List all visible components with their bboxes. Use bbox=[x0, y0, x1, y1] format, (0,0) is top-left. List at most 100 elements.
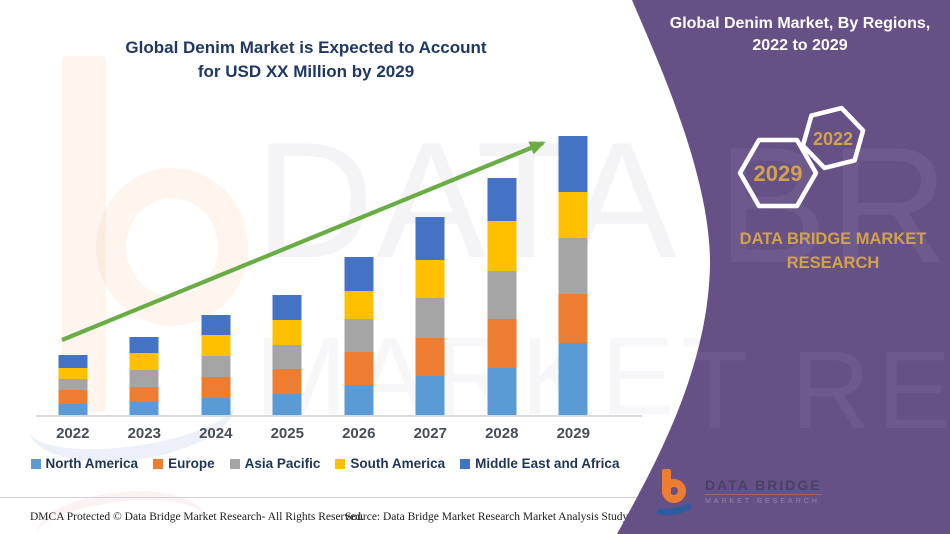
bar-stack bbox=[344, 257, 374, 415]
legend-swatch-icon bbox=[229, 458, 240, 469]
panel-watermark-line2: MARKET RESEARCH bbox=[600, 329, 950, 452]
bar-segment-middle-east-and-africa bbox=[272, 295, 302, 320]
bar-column-2022: 2022 bbox=[37, 135, 109, 442]
bar-stack bbox=[201, 315, 231, 415]
bar-stack bbox=[129, 337, 159, 415]
panel-brand-line1: DATA BRIDGE MARKET bbox=[739, 230, 927, 248]
bar-segment-south-america bbox=[272, 320, 302, 345]
x-axis-label: 2029 bbox=[556, 425, 590, 442]
logo-text: DATA BRIDGE MARKET RESEARCH bbox=[705, 477, 822, 505]
bar-segment-middle-east-and-africa bbox=[415, 217, 445, 260]
legend-item-middle-east-and-africa: Middle East and Africa bbox=[460, 456, 619, 471]
legend-swatch-icon bbox=[30, 458, 41, 469]
legend-label: Europe bbox=[168, 456, 215, 471]
legend-label: South America bbox=[350, 456, 446, 471]
legend-item-europe: Europe bbox=[153, 456, 215, 471]
bar-segment-asia-pacific bbox=[129, 370, 159, 387]
bar-segment-north-america bbox=[558, 343, 588, 415]
bar-stack bbox=[487, 178, 517, 415]
bar-segment-europe bbox=[201, 377, 231, 398]
bar-column-2027: 2027 bbox=[395, 135, 467, 442]
hexagon-2029-icon bbox=[737, 137, 819, 209]
bar-segment-south-america bbox=[558, 192, 588, 238]
legend-label: Middle East and Africa bbox=[475, 456, 620, 471]
bar-segment-north-america bbox=[344, 385, 374, 415]
bar-segment-south-america bbox=[58, 368, 88, 379]
logo-swoosh bbox=[648, 487, 698, 519]
bar-segment-europe bbox=[487, 319, 517, 368]
chart-title: Global Denim Market is Expected to Accou… bbox=[56, 36, 556, 84]
data-bridge-logo-icon bbox=[648, 467, 698, 519]
legend-item-north-america: North America bbox=[30, 456, 139, 471]
bar-segment-north-america bbox=[129, 402, 159, 415]
bar-segment-europe bbox=[558, 294, 588, 343]
bar-segment-asia-pacific bbox=[344, 319, 374, 352]
bar-segment-middle-east-and-africa bbox=[58, 355, 88, 368]
bar-segment-asia-pacific bbox=[487, 271, 517, 319]
x-axis-label: 2025 bbox=[270, 425, 304, 442]
bar-segment-middle-east-and-africa bbox=[344, 257, 374, 291]
bar-segment-asia-pacific bbox=[272, 345, 302, 369]
bar-column-2024: 2024 bbox=[180, 135, 252, 442]
bar-column-2028: 2028 bbox=[466, 135, 538, 442]
company-logo: DATA BRIDGE MARKET RESEARCH bbox=[648, 467, 822, 519]
x-axis-label: 2027 bbox=[413, 425, 447, 442]
bar-segment-europe bbox=[129, 387, 159, 402]
panel-brand-text: DATA BRIDGE MARKET RESEARCH bbox=[690, 228, 950, 276]
bar-segment-asia-pacific bbox=[201, 356, 231, 377]
hexagon-2022-icon bbox=[800, 105, 866, 171]
bar-segment-europe bbox=[58, 390, 88, 404]
bar-segment-middle-east-and-africa bbox=[558, 136, 588, 192]
bar-column-2023: 2023 bbox=[109, 135, 181, 442]
panel-title-line1: Global Denim Market, By Regions, bbox=[669, 15, 931, 32]
bar-segment-south-america bbox=[201, 335, 231, 356]
hexagon-2029-label: 2029 bbox=[754, 161, 803, 186]
legend-swatch-icon bbox=[153, 458, 164, 469]
footer-copyright: DMCA Protected © Data Bridge Market Rese… bbox=[30, 511, 364, 523]
x-axis-line bbox=[36, 415, 642, 417]
bar-stack bbox=[58, 355, 88, 415]
side-panel: DATA BRIDGE MARKET RESEARCH 2029 2022 bbox=[600, 0, 950, 534]
legend-item-asia-pacific: Asia Pacific bbox=[229, 456, 321, 471]
x-axis-label: 2023 bbox=[127, 425, 161, 442]
bar-column-2025: 2025 bbox=[252, 135, 324, 442]
bar-segment-middle-east-and-africa bbox=[487, 178, 517, 221]
bar-column-2029: 2029 bbox=[538, 135, 610, 442]
panel-title-line2: 2022 to 2029 bbox=[752, 37, 848, 55]
logo-name: DATA BRIDGE bbox=[705, 477, 822, 495]
bar-column-2026: 2026 bbox=[323, 135, 395, 442]
logo-subtitle: MARKET RESEARCH bbox=[705, 498, 820, 505]
legend-swatch-icon bbox=[335, 458, 346, 469]
logo-b-bowl bbox=[662, 479, 686, 503]
bar-stack bbox=[558, 136, 588, 415]
legend: North America Europe Asia Pacific South Ame… bbox=[0, 456, 650, 471]
bar-stack bbox=[415, 217, 445, 415]
bar-segment-middle-east-and-africa bbox=[129, 337, 159, 353]
bar-segment-asia-pacific bbox=[558, 238, 588, 294]
bar-segment-north-america bbox=[272, 394, 302, 415]
bar-segment-asia-pacific bbox=[58, 379, 88, 390]
panel-title: Global Denim Market, By Regions, 2022 to… bbox=[660, 13, 940, 58]
bar-segment-north-america bbox=[487, 368, 517, 415]
bar-segment-south-america bbox=[415, 260, 445, 298]
x-axis-label: 2024 bbox=[199, 425, 233, 442]
x-axis-label: 2022 bbox=[56, 425, 90, 442]
bar-stack bbox=[272, 295, 302, 415]
legend-item-south-america: South America bbox=[335, 456, 445, 471]
x-axis-label: 2026 bbox=[342, 425, 376, 442]
bar-columns: 2022 2023 2024 2025 2026 2027 2028 2029 bbox=[37, 135, 610, 442]
footer-divider bbox=[0, 497, 950, 498]
legend-swatch-icon bbox=[460, 458, 471, 469]
bar-segment-north-america bbox=[58, 404, 88, 415]
side-panel-shape bbox=[617, 0, 950, 534]
legend-label: Asia Pacific bbox=[244, 456, 321, 471]
bar-segment-middle-east-and-africa bbox=[201, 315, 231, 335]
hexagon-2022-label: 2022 bbox=[813, 129, 853, 149]
x-axis-label: 2028 bbox=[485, 425, 519, 442]
bar-segment-europe bbox=[415, 338, 445, 376]
bar-segment-south-america bbox=[344, 291, 374, 319]
bar-segment-south-america bbox=[487, 221, 517, 271]
legend-label: North America bbox=[45, 456, 139, 471]
chart-title-line2: for USD XX Million by 2029 bbox=[197, 62, 415, 82]
